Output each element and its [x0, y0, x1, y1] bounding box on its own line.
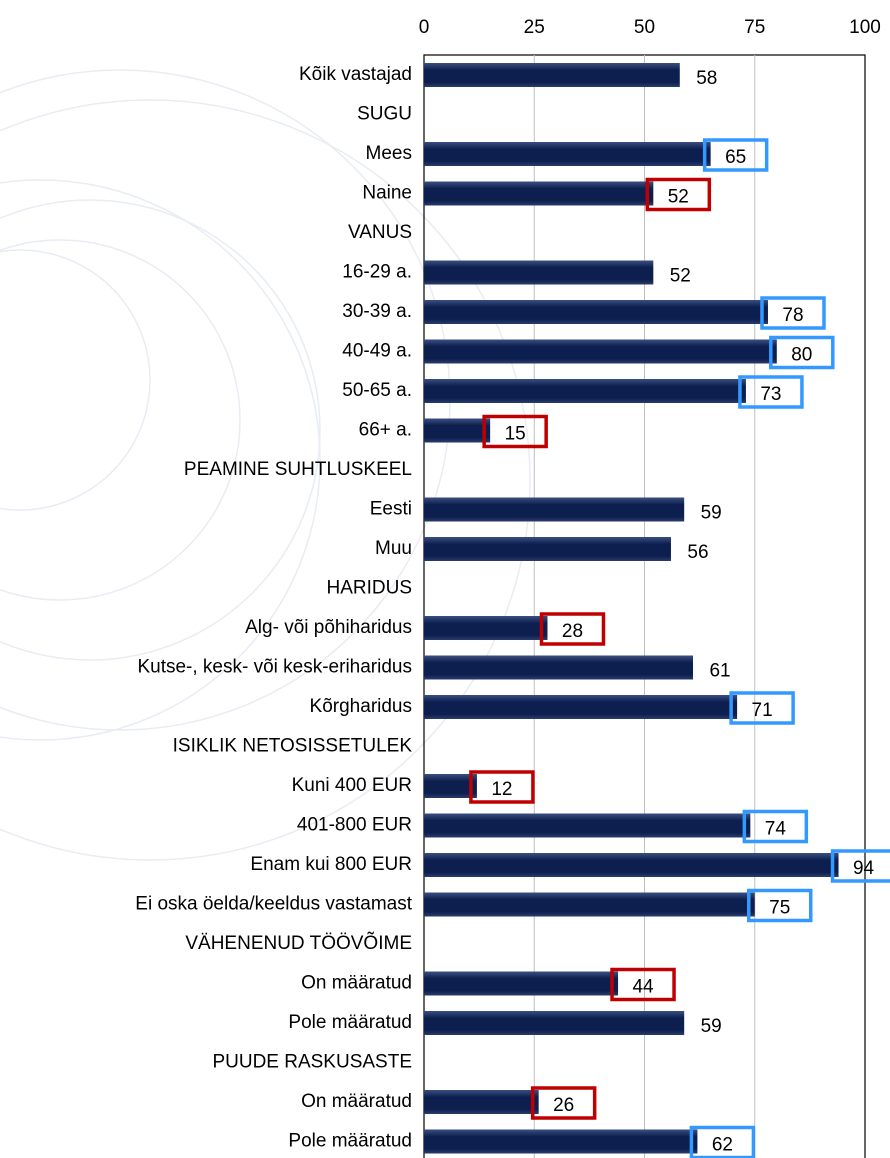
value-label: 75: [769, 898, 790, 919]
y-tick-label: Pole määratud: [288, 1012, 412, 1033]
bar: [424, 537, 671, 561]
y-tick-label: Pole määratud: [288, 1131, 412, 1152]
bar: [424, 1129, 698, 1154]
x-tick-label: 50: [634, 17, 655, 38]
y-tick-label: Muu: [375, 538, 412, 559]
value-label: 71: [752, 700, 773, 721]
bar: [424, 181, 654, 206]
y-tick-label: SUGU: [357, 104, 412, 125]
bar: [424, 853, 839, 877]
y-tick-label: ISIKLIK NETOSISSETULEK: [173, 736, 413, 757]
value-label: 78: [782, 305, 803, 326]
bar: [424, 971, 619, 996]
value-label: 52: [670, 266, 691, 287]
y-tick-label: Ei oska öelda/keeldus vastamast: [135, 894, 412, 915]
value-label: 58: [696, 68, 717, 89]
y-tick-label: 401-800 EUR: [297, 815, 412, 836]
highlight-box: [702, 138, 769, 172]
value-label: 28: [562, 621, 583, 642]
value-label: 74: [765, 819, 787, 840]
highlight-box: [610, 967, 676, 1002]
bar: [424, 616, 548, 640]
y-tick-label: PUUDE RASKUSASTE: [212, 1052, 412, 1073]
y-tick-label: On määratud: [301, 1091, 412, 1112]
bar: [424, 892, 755, 917]
value-label: 61: [709, 661, 730, 682]
y-tick-label: Kutse-, kesk- või kesk-eriharidus: [137, 657, 412, 678]
y-tick-label: Mees: [366, 143, 412, 164]
x-tick-label: 25: [524, 17, 545, 38]
y-tick-label: VANUS: [348, 222, 412, 243]
y-tick-label: 16-29 a.: [342, 262, 412, 283]
x-tick-label: 0: [419, 17, 430, 38]
bar: [424, 142, 711, 166]
value-label: 62: [712, 1135, 733, 1156]
highlight-box: [760, 296, 826, 330]
y-tick-label: Kõrgharidus: [310, 696, 412, 717]
y-tick-label: Enam kui 800 EUR: [250, 854, 412, 875]
value-label: 65: [725, 147, 746, 168]
y-tick-label: Alg- või põhiharidus: [245, 617, 412, 638]
bar: [424, 379, 746, 403]
y-tick-label: 66+ a.: [359, 420, 412, 441]
bar: [424, 695, 738, 719]
highlight-box: [469, 770, 535, 804]
bar: [424, 418, 491, 443]
highlight-box: [747, 888, 813, 923]
value-label: 26: [553, 1095, 574, 1116]
y-tick-label: On määratud: [301, 973, 412, 994]
highlight-box: [539, 612, 606, 646]
value-label: 12: [491, 779, 512, 800]
x-tick-label: 75: [744, 17, 765, 38]
value-label: 59: [701, 1016, 722, 1037]
value-label: 52: [668, 187, 689, 208]
y-tick-label: Eesti: [370, 499, 412, 520]
bar: [424, 63, 680, 87]
y-tick-label: HARIDUS: [326, 578, 412, 599]
y-tick-label: Naine: [362, 183, 412, 204]
bar: [424, 300, 768, 324]
value-label: 73: [760, 384, 781, 405]
value-label: 94: [853, 858, 875, 879]
y-tick-label: 50-65 a.: [342, 380, 412, 401]
bar: [424, 497, 685, 522]
highlight-box: [769, 335, 835, 370]
value-label: 59: [701, 503, 722, 524]
value-label: 15: [505, 424, 526, 445]
highlight-box: [729, 691, 795, 725]
y-tick-label: 30-39 a.: [342, 301, 412, 322]
highlight-box: [742, 809, 809, 844]
value-label: 56: [687, 542, 708, 563]
highlight-box: [530, 1086, 597, 1120]
bar: [424, 339, 777, 364]
bar: [424, 1090, 539, 1114]
y-tick-label: Kuni 400 EUR: [292, 775, 412, 796]
highlight-box: [830, 849, 890, 883]
highlight-box: [738, 375, 804, 409]
value-label: 44: [632, 977, 654, 998]
y-tick-label: 40-49 a.: [342, 341, 412, 362]
bar: [424, 774, 477, 798]
highlight-box: [645, 177, 712, 212]
bar: [424, 260, 654, 285]
y-tick-label: PEAMINE SUHTLUSKEEL: [184, 459, 412, 480]
y-tick-label: Kõik vastajad: [299, 64, 412, 85]
bar: [424, 1011, 685, 1035]
x-tick-label: 100: [849, 17, 881, 38]
bar: [424, 655, 694, 680]
y-tick-label: VÄHENENUD TÖÖVÕIME: [185, 932, 412, 954]
highlight-box: [482, 414, 548, 449]
bar: [424, 813, 751, 838]
value-label: 80: [791, 345, 812, 366]
